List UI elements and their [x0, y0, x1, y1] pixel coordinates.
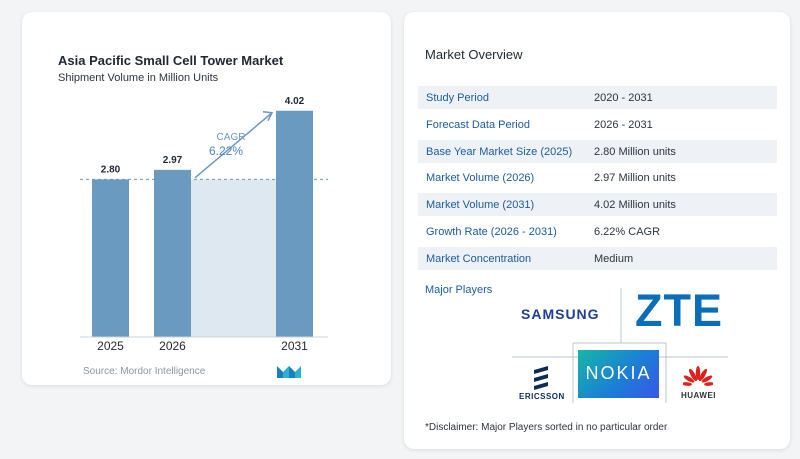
- overview-row: Growth Rate (2026 - 2031) 6.22% CAGR: [418, 220, 777, 243]
- overview-row-value: 2026 - 2031: [594, 118, 653, 131]
- overview-row-value: 6.22% CAGR: [594, 225, 661, 238]
- overview-row: Base Year Market Size (2025) 2.80 Million…: [418, 140, 777, 163]
- overview-row-label: Base Year Market Size (2025): [426, 145, 573, 158]
- mordor-logo-icon: [277, 366, 301, 378]
- overview-row-value: 4.02 Million units: [594, 198, 676, 211]
- x-tick-label: 2031: [281, 339, 308, 353]
- x-tick-label: 2025: [97, 339, 124, 353]
- overview-row: Market Volume (2031) 4.02 Million units: [418, 193, 777, 216]
- overview-row-value: 2.80 Million units: [594, 145, 676, 158]
- cagr-arrowhead: [262, 111, 274, 122]
- overview-row-label: Market Concentration: [426, 252, 532, 265]
- chart-title: Asia Pacific Small Cell Tower Market: [58, 53, 284, 68]
- x-tick-label: 2026: [159, 339, 186, 353]
- overview-row-label: Growth Rate (2026 - 2031): [426, 225, 557, 238]
- nokia-logo-text: NOKIA: [585, 363, 652, 383]
- overview-row: Study Period 2020 - 2031: [418, 86, 777, 109]
- cagr-label: CAGR: [217, 132, 246, 143]
- overview-row-label: Market Volume (2031): [426, 198, 535, 211]
- cagr-value: 6.22%: [209, 144, 243, 158]
- overview-row-value: 2.97 Million units: [594, 171, 676, 184]
- bar-value-label: 2.97: [163, 155, 183, 166]
- chart-subtitle: Shipment Volume in Million Units: [58, 72, 219, 84]
- disclaimer-text: *Disclaimer: Major Players sorted in no …: [425, 422, 668, 433]
- overview-row-label: Forecast Data Period: [426, 118, 530, 131]
- bar-2026: [154, 169, 191, 337]
- overview-title: Market Overview: [425, 47, 523, 62]
- samsung-logo: SAMSUNG: [521, 306, 600, 322]
- ericsson-logo-icon: [534, 366, 548, 390]
- zte-logo: ZTE: [635, 285, 723, 336]
- bar-2031: [276, 110, 313, 337]
- source-text: Source: Mordor Intelligence: [83, 366, 206, 377]
- huawei-logo-icon: [683, 366, 713, 386]
- huawei-logo: HUAWEI: [681, 391, 716, 400]
- ericsson-logo: ERICSSON: [519, 392, 565, 401]
- overview-row-label: Market Volume (2026): [426, 171, 535, 184]
- overview-row: Market Volume (2026) 2.97 Million units: [418, 166, 777, 189]
- bar-2025: [92, 179, 129, 337]
- cagr-band: [191, 179, 276, 337]
- overview-row-value: Medium: [594, 252, 634, 265]
- overview-row: Market Concentration Medium: [418, 247, 777, 270]
- overview-row-value: 2020 - 2031: [594, 91, 653, 104]
- major-players-label: Major Players: [425, 284, 493, 296]
- overview-row-label: Study Period: [426, 91, 489, 104]
- overview-row: Forecast Data Period 2026 - 2031: [418, 113, 777, 136]
- nokia-logo: NOKIA: [578, 350, 659, 398]
- bar-value-label: 2.80: [101, 164, 121, 175]
- cagr-arrow-line: [194, 112, 273, 179]
- bar-value-label: 4.02: [285, 96, 305, 107]
